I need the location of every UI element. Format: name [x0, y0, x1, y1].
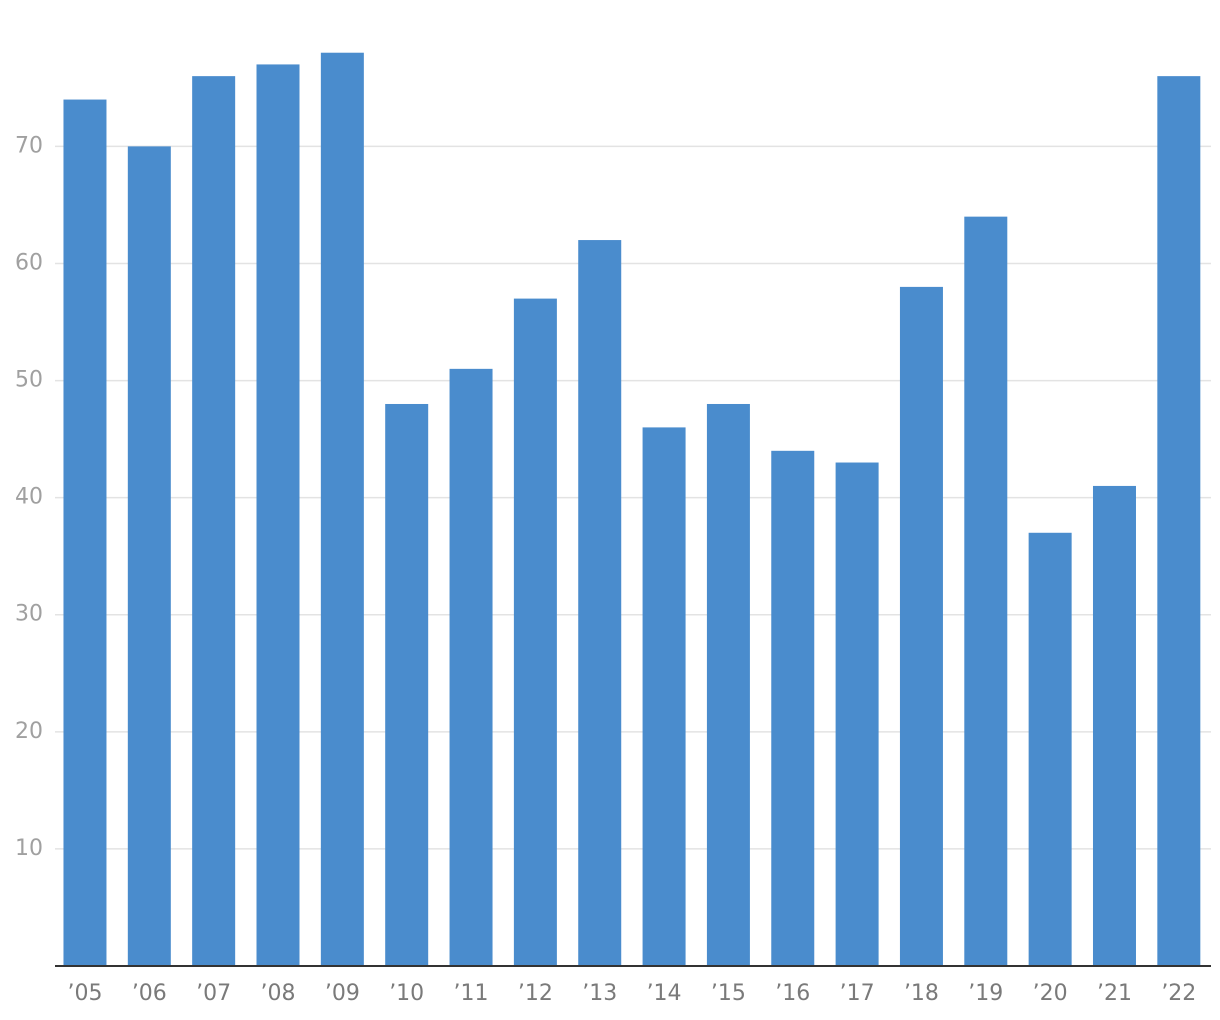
x-tick-label: ’06 [132, 981, 167, 1006]
bar [578, 240, 622, 966]
x-tick-label: ’16 [775, 981, 810, 1006]
x-tick-label: ’12 [518, 981, 553, 1006]
bar [320, 52, 364, 966]
bar [899, 286, 943, 967]
bar [63, 99, 107, 967]
bar [1028, 532, 1072, 966]
x-tick-label: ’21 [1097, 981, 1132, 1006]
x-tick-label: ’05 [67, 981, 102, 1006]
bar [513, 298, 557, 966]
bar [385, 403, 429, 967]
y-tick-label: 40 [15, 485, 43, 510]
x-tick-label: ’10 [389, 981, 424, 1006]
y-tick-label: 20 [15, 719, 43, 744]
x-tick-label: ’19 [968, 981, 1003, 1006]
bar [1157, 76, 1201, 966]
x-tick-label: ’07 [196, 981, 231, 1006]
x-tick-label: ’14 [647, 981, 682, 1006]
x-tick-label: ’11 [454, 981, 489, 1006]
bar [256, 64, 300, 966]
x-tick-label: ’18 [904, 981, 939, 1006]
x-tick-label: ’13 [582, 981, 617, 1006]
bar [706, 403, 750, 967]
bar [964, 216, 1008, 966]
x-tick-label: ’17 [840, 981, 875, 1006]
bar [642, 427, 686, 967]
bar [127, 146, 171, 966]
x-tick-label: ’15 [711, 981, 746, 1006]
x-tick-label: ’22 [1161, 981, 1196, 1006]
bar [1092, 485, 1136, 966]
y-tick-label: 70 [15, 133, 43, 158]
x-tick-label: ’09 [325, 981, 360, 1006]
y-tick-label: 60 [15, 250, 43, 275]
y-tick-label: 10 [15, 836, 43, 861]
bar [771, 450, 815, 966]
bar [192, 76, 236, 966]
y-tick-label: 50 [15, 368, 43, 393]
bar [835, 462, 879, 966]
bar [449, 368, 493, 966]
x-tick-label: ’20 [1033, 981, 1068, 1006]
x-tick-label: ’08 [261, 981, 296, 1006]
y-tick-label: 30 [15, 602, 43, 627]
